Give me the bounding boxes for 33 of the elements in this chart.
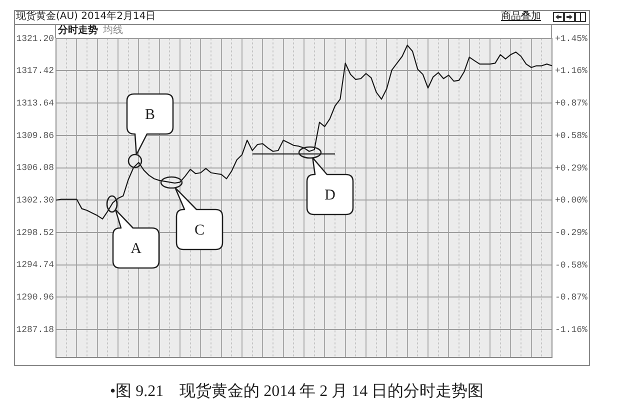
callout: D — [297, 145, 355, 217]
chart-title: 现货黄金(AU) 2014年2月14日 — [16, 11, 156, 23]
annotation: D — [324, 188, 336, 204]
annotation: A — [130, 240, 142, 257]
y-tick-label: 1290.96 — [16, 292, 54, 303]
callout: B — [124, 92, 175, 170]
y2-tick-label: -0.29% — [555, 228, 588, 238]
callout: C — [158, 174, 224, 252]
y-tick-label: 1321.20 — [16, 34, 54, 44]
text: •图 9.21 现货黄金的 2014 年 2 月 14 日的分时走势图 — [110, 382, 484, 402]
y2-tick-label: +1.16% — [555, 66, 588, 76]
y-tick-label: 1287.18 — [16, 324, 54, 335]
y2-tick-label: -0.87% — [555, 292, 588, 303]
y2-tick-label: +1.45% — [555, 34, 588, 44]
y2-tick-label: +0.58% — [555, 130, 588, 141]
annotation: C — [194, 222, 204, 238]
y2-tick-label: +0.29% — [555, 163, 588, 174]
y-tick-label: 1294.74 — [16, 260, 54, 270]
y-tick-label: 1317.42 — [16, 66, 54, 76]
y2-tick-label: +0.00% — [555, 196, 588, 206]
y-tick-label: 1302.30 — [16, 196, 54, 206]
y-tick-label: 1313.64 — [16, 98, 54, 108]
y2-tick-label: -0.58% — [555, 260, 588, 270]
y-tick-label: 1298.52 — [16, 228, 54, 238]
y-tick-label: 1306.08 — [16, 163, 54, 174]
callout: A — [104, 194, 161, 270]
y-tick-label: 1309.86 — [16, 130, 54, 141]
annotation: B — [144, 107, 155, 124]
y2-tick-label: +0.87% — [555, 98, 588, 109]
text: 分时走势 — [58, 25, 98, 37]
text: 商品叠加 — [501, 11, 541, 23]
y2-tick-label: -1.16% — [555, 325, 588, 336]
text: 均线 — [103, 25, 123, 37]
